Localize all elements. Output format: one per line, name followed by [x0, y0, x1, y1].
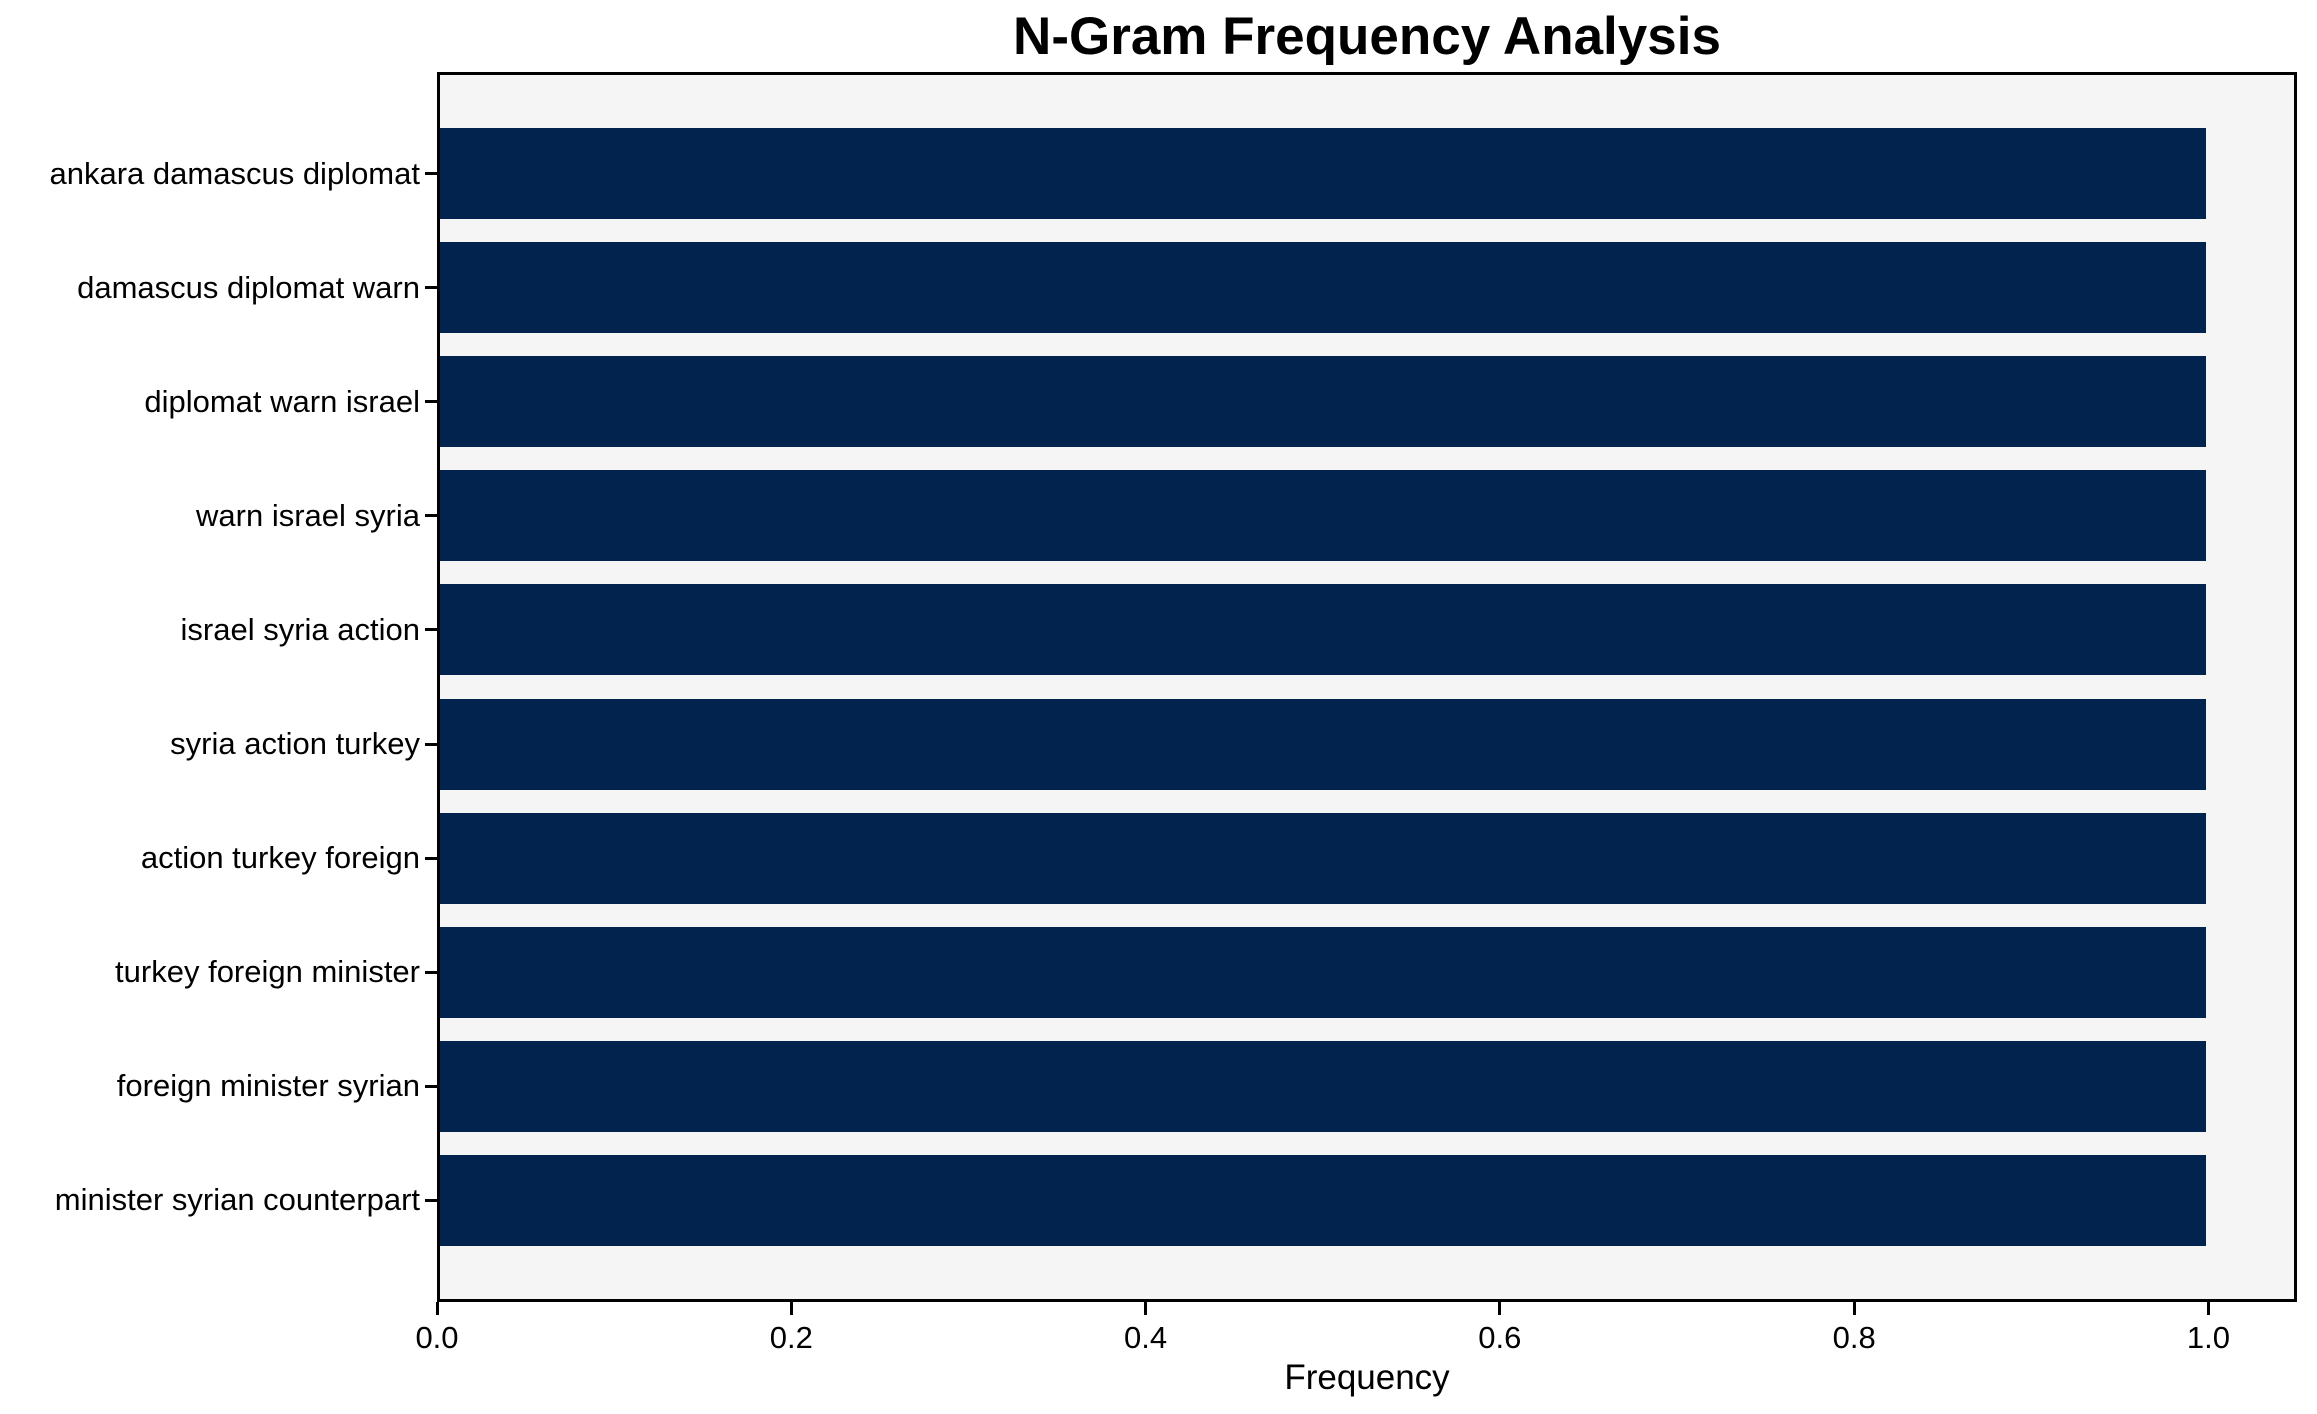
x-tick-mark — [1852, 1302, 1856, 1315]
y-tick-label: action turkey foreign — [140, 840, 420, 876]
y-tick-mark — [425, 172, 437, 176]
bar — [440, 698, 2206, 790]
bar — [440, 584, 2206, 676]
x-tick-label: 0.0 — [415, 1320, 459, 1355]
x-tick-mark — [2206, 1302, 2210, 1315]
y-tick-mark — [425, 400, 437, 404]
y-tick-label: damascus diplomat warn — [77, 269, 420, 305]
y-tick-label: turkey foreign minister — [115, 954, 420, 990]
x-tick-label: 0.8 — [1832, 1320, 1876, 1355]
x-tick-mark — [1498, 1302, 1502, 1315]
y-tick-label: israel syria action — [180, 611, 420, 647]
y-tick-mark — [425, 286, 437, 290]
y-tick-label: foreign minister syrian — [116, 1068, 420, 1104]
y-tick-mark — [425, 856, 437, 860]
chart-title: N-Gram Frequency Analysis — [1013, 7, 1721, 66]
y-tick-label: warn israel syria — [196, 497, 420, 533]
y-tick-mark — [425, 742, 437, 746]
bar — [440, 242, 2206, 334]
plot-area — [437, 72, 2297, 1302]
y-tick-mark — [425, 970, 437, 974]
x-tick-mark — [789, 1302, 793, 1315]
x-tick-label: 0.6 — [1478, 1320, 1522, 1355]
x-tick-mark — [435, 1302, 439, 1315]
y-tick-label: diplomat warn israel — [144, 383, 420, 419]
y-tick-label: minister syrian counterpart — [54, 1182, 420, 1218]
x-axis-label: Frequency — [1284, 1358, 1450, 1397]
x-tick-mark — [1144, 1302, 1148, 1315]
bar — [440, 356, 2206, 448]
bar — [440, 926, 2206, 1018]
y-tick-mark — [425, 1198, 437, 1202]
bar — [440, 812, 2206, 904]
y-tick-label: ankara damascus diplomat — [49, 155, 420, 191]
x-tick-label: 1.0 — [2186, 1320, 2230, 1355]
x-tick-label: 0.4 — [1124, 1320, 1168, 1355]
bar — [440, 470, 2206, 562]
bar — [440, 128, 2206, 220]
y-tick-mark — [425, 628, 437, 632]
y-tick-mark — [425, 514, 437, 518]
y-tick-mark — [425, 1084, 437, 1088]
y-tick-label: syria action turkey — [170, 726, 420, 762]
x-tick-label: 0.2 — [769, 1320, 813, 1355]
bar — [440, 1154, 2206, 1246]
bar — [440, 1040, 2206, 1132]
